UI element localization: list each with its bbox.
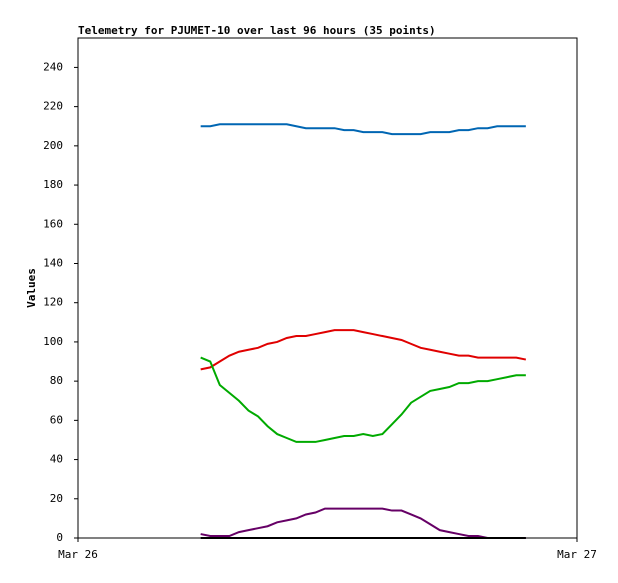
- y-tick-label: 240: [43, 60, 63, 73]
- series-line: [200, 356, 526, 443]
- y-tick-label: 160: [43, 217, 63, 230]
- series-line: [200, 329, 527, 371]
- y-tick-label: 220: [43, 100, 63, 113]
- y-tick-label: 100: [43, 335, 63, 348]
- y-axis-label: Values: [25, 268, 38, 308]
- x-tick-label: Mar 26: [58, 548, 98, 561]
- plot-frame: [77, 37, 578, 539]
- y-tick-label: 60: [50, 413, 63, 426]
- series-line: [200, 123, 526, 136]
- series-line: [200, 507, 526, 539]
- chart-title: Telemetry for PJUMET-10 over last 96 hou…: [78, 24, 436, 37]
- y-tick-label: 20: [50, 492, 63, 505]
- y-tick-label: 0: [56, 531, 63, 544]
- y-tick-label: 140: [43, 256, 63, 269]
- y-tick-label: 80: [50, 374, 63, 387]
- y-tick-label: 120: [43, 296, 63, 309]
- y-tick-label: 40: [50, 453, 63, 466]
- y-tick-label: 180: [43, 178, 63, 191]
- y-tick-label: 200: [43, 139, 63, 152]
- x-tick-label: Mar 27: [557, 548, 597, 561]
